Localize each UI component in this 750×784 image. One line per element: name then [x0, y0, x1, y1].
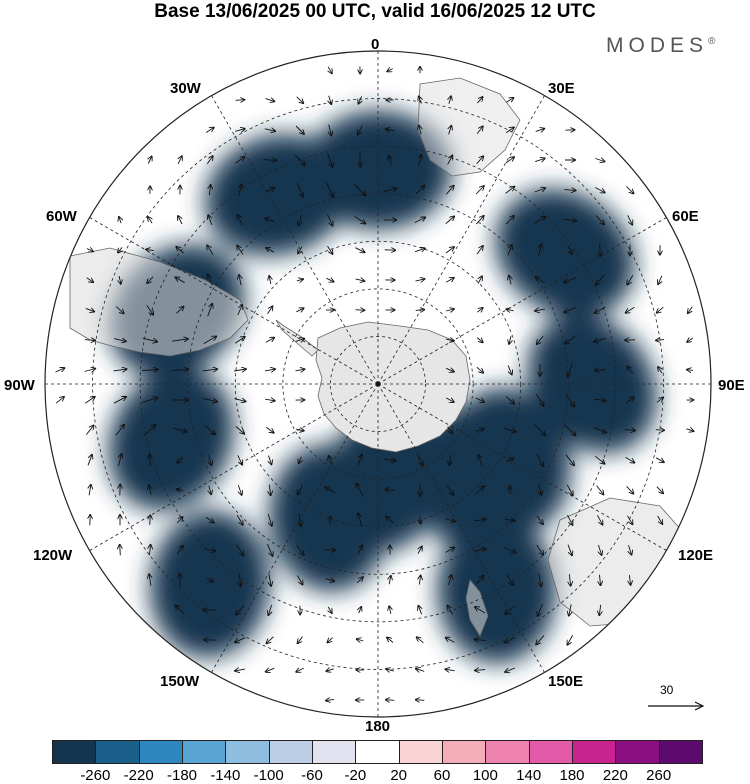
colorbar-tick-label: -260 — [80, 767, 110, 784]
wind-vector-288 — [180, 574, 181, 586]
colorbar-tick-label: -180 — [167, 767, 197, 784]
colorbar-tick-label: -140 — [210, 767, 240, 784]
colorbar-tick-label: 140 — [516, 767, 541, 784]
wind-vector-170 — [595, 370, 605, 371]
colorbar-segment-8 — [399, 740, 443, 764]
colorbar-segment-0 — [52, 740, 96, 764]
lon-label-150e: 150E — [548, 674, 583, 690]
colorbar-tick-label: 100 — [473, 767, 498, 784]
colorbar-tick-label: -60 — [301, 767, 323, 784]
lon-label-0: 0 — [371, 37, 379, 53]
colorbar-segment-14 — [659, 740, 703, 764]
lon-label-180: 180 — [365, 719, 390, 735]
south-pole-marker — [376, 382, 381, 387]
lon-label-60w: 60W — [46, 209, 77, 225]
wind-vector-95 — [600, 244, 601, 257]
wind-vector-139 — [85, 340, 95, 341]
colorbar-tick-label: -220 — [124, 767, 154, 784]
colorbar-segment-1 — [95, 740, 139, 764]
colorbar-tick-label: 60 — [434, 767, 451, 784]
colorbar-segment-3 — [182, 740, 226, 764]
lon-label-30e: 30E — [548, 81, 575, 97]
reference-vector-arrow — [646, 684, 706, 714]
lon-label-150w: 150W — [160, 674, 199, 690]
colorbar-tick-label: 260 — [646, 767, 671, 784]
wind-vector-269 — [120, 545, 121, 556]
colorbar-tick-label: 20 — [390, 767, 407, 784]
colorbar-segment-10 — [485, 740, 529, 764]
wind-vector-251 — [150, 515, 151, 525]
colorbar-segment-4 — [225, 740, 269, 764]
lon-label-90e: 90E — [718, 378, 745, 394]
wind-vector-207 — [656, 430, 664, 431]
lon-label-120e: 120E — [678, 548, 713, 564]
lon-label-30w: 30W — [170, 81, 201, 97]
colorbar-segment-13 — [615, 740, 659, 764]
colorbar-tick-label: 220 — [603, 767, 628, 784]
lon-label-120w: 120W — [33, 548, 72, 564]
wind-vector-344 — [386, 700, 394, 701]
wind-vector-243 — [510, 486, 511, 494]
colorbar — [52, 740, 702, 764]
colorbar-segment-2 — [139, 740, 183, 764]
colorbar-segment-11 — [529, 740, 573, 764]
australia-landmass — [548, 498, 690, 626]
wind-vector-345 — [416, 700, 425, 701]
wind-vector-127 — [356, 310, 365, 311]
colorbar-segment-6 — [312, 740, 356, 764]
lon-label-60e: 60E — [672, 209, 699, 225]
colorbar-segment-7 — [355, 740, 399, 764]
colorbar-tick-label: 180 — [559, 767, 584, 784]
colorbar-segment-12 — [572, 740, 616, 764]
wind-vector-240 — [420, 484, 421, 496]
colorbar-tick-label: -20 — [344, 767, 366, 784]
wind-vector-4 — [236, 100, 245, 101]
lon-label-90w: 90W — [4, 378, 35, 394]
colorbar-tick-label: -100 — [254, 767, 284, 784]
polar-map — [0, 0, 750, 735]
colorbar-segment-9 — [442, 740, 486, 764]
colorbar-segment-5 — [269, 740, 313, 764]
